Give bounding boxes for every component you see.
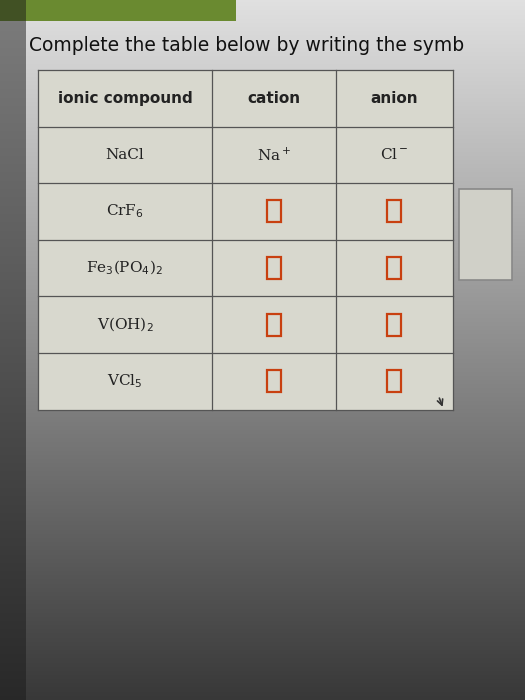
Text: V(OH)$_2$: V(OH)$_2$ [97,316,153,334]
Text: Na$^+$: Na$^+$ [257,146,291,164]
Text: VCl$_5$: VCl$_5$ [107,372,143,390]
Bar [387,370,402,392]
Text: Cl$^-$: Cl$^-$ [380,148,409,162]
Bar [267,314,281,335]
Bar [267,257,281,279]
Bar [387,314,402,335]
Bar [0,0,236,21]
Text: ionic compound: ionic compound [58,91,192,106]
Bar [387,200,402,223]
Bar [0,0,26,700]
Text: CrF$_6$: CrF$_6$ [106,202,144,220]
Text: Fe$_3$(PO$_4$)$_2$: Fe$_3$(PO$_4$)$_2$ [87,259,163,277]
Text: cation: cation [248,91,301,106]
Bar [387,257,402,279]
Bar [267,370,281,392]
Text: Complete the table below by writing the symb: Complete the table below by writing the … [29,36,464,55]
Text: NaCl: NaCl [106,148,144,162]
Bar [459,189,512,280]
Bar [38,70,453,410]
Text: anion: anion [371,91,418,106]
Bar [267,200,281,223]
